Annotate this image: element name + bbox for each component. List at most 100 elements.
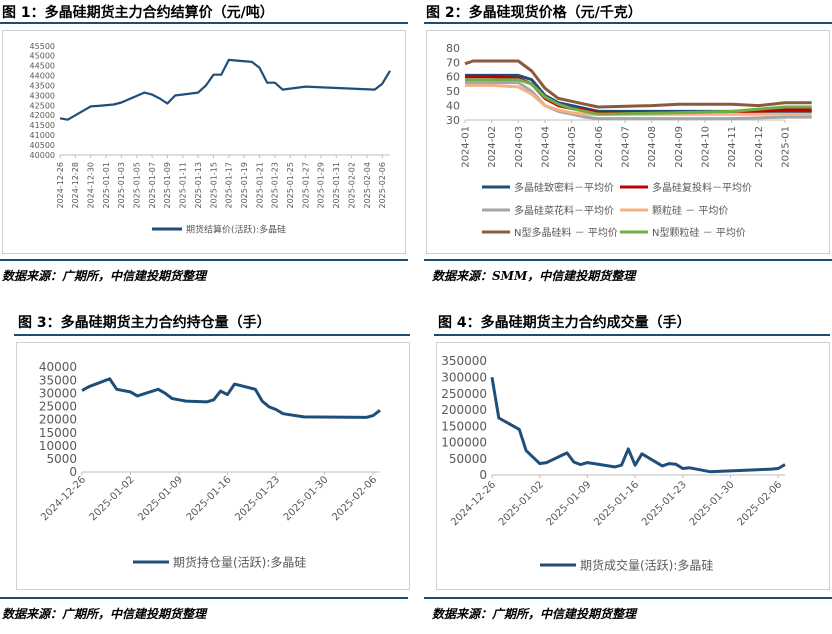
y-tick-label: 43500 xyxy=(30,81,55,90)
y-tick-label: 0 xyxy=(69,465,77,479)
x-tick-label: 2024-01 xyxy=(461,126,472,168)
y-tick-label: 41500 xyxy=(30,121,55,130)
figure-3-title: 图 3：多晶硅期货主力合约持仓量（手） xyxy=(18,315,271,331)
legend-label: N型颗粒硅 － 平均价 xyxy=(652,226,746,239)
x-tick-label: 2025-01-31 xyxy=(332,162,341,209)
legend-label: 多晶硅致密料－平均价 xyxy=(514,181,614,194)
x-tick-label: 2024-12 xyxy=(754,126,765,168)
x-tick-label: 2025-01-16 xyxy=(185,474,234,523)
x-tick-label: 2025-02-04 xyxy=(363,162,372,209)
y-tick-label: 40000 xyxy=(39,360,77,374)
y-tick-label: 300000 xyxy=(441,370,487,384)
y-tick-label: 42500 xyxy=(30,101,55,110)
x-tick-label: 2024-12-26 xyxy=(56,162,65,209)
x-tick-label: 2025-01-15 xyxy=(209,162,218,209)
x-tick-label: 2024-04 xyxy=(541,126,552,168)
series-line-1 xyxy=(59,58,391,121)
y-tick-label: 35000 xyxy=(39,373,77,387)
y-tick-label: 10000 xyxy=(39,439,77,453)
y-tick-label: 0 xyxy=(479,468,487,482)
series-line-5 xyxy=(464,59,812,109)
y-tick-label: 100000 xyxy=(441,436,487,450)
y-tick-label: 150000 xyxy=(441,419,487,433)
y-tick-label: 42000 xyxy=(30,111,55,120)
y-tick-label: 60 xyxy=(446,71,460,84)
x-tick-label: 2025-01-07 xyxy=(148,162,157,209)
figure-2-bottom-rule xyxy=(424,259,832,261)
x-tick-label: 2025-01-16 xyxy=(592,479,641,528)
y-tick-label: 200000 xyxy=(441,403,487,417)
x-tick-label: 2025-01-17 xyxy=(225,162,234,209)
x-tick-label: 2024-03 xyxy=(514,126,525,168)
y-tick-label: 41000 xyxy=(30,131,55,140)
figure-1-title: 图 1：多晶硅期货主力合约结算价（元/吨） xyxy=(2,5,274,21)
x-tick-label: 2025-01-13 xyxy=(194,162,203,209)
y-tick-label: 43000 xyxy=(30,91,55,100)
x-tick-label: 2025-01-29 xyxy=(317,162,326,209)
y-tick-label: 350000 xyxy=(441,354,487,368)
x-tick-label: 2024-05 xyxy=(567,126,578,168)
figure-4-bottom-rule xyxy=(424,597,832,599)
figure-1-bottom-rule xyxy=(0,259,408,261)
figure-3-source: 数据来源：广期所，中信建投期货整理 xyxy=(2,607,207,621)
x-tick-label: 2025-01-30 xyxy=(688,479,737,528)
legend-label: 多晶硅菜花料－平均价 xyxy=(514,204,614,217)
x-tick-label: 2024-06 xyxy=(594,126,605,168)
y-tick-label: 50000 xyxy=(449,452,487,466)
chart-1: 4000040500410004150042000425004300043500… xyxy=(30,42,391,235)
x-tick-label: 2025-01-05 xyxy=(133,162,142,209)
x-tick-label: 2024-10 xyxy=(701,126,712,168)
x-tick-label: 2024-07 xyxy=(621,126,632,168)
y-tick-label: 44500 xyxy=(30,62,55,71)
chart-2-panel xyxy=(426,30,830,254)
y-tick-label: 70 xyxy=(446,56,460,69)
figure-4-source: 数据来源：广期所，中信建投期货整理 xyxy=(432,607,637,621)
legend-label: 期货成交量(活跃):多晶硅 xyxy=(580,558,713,573)
x-tick-label: 2025-01-02 xyxy=(497,479,546,528)
x-tick-label: 2024-12-30 xyxy=(86,162,95,209)
legend-label: 期货结算价(活跃):多晶硅 xyxy=(186,223,286,235)
x-tick-label: 2024-08 xyxy=(647,126,658,168)
chart-1-panel xyxy=(2,30,406,254)
x-tick-label: 2024-09 xyxy=(674,126,685,168)
figure-1-source: 数据来源：广期所，中信建投期货整理 xyxy=(2,269,207,283)
chart-4-panel xyxy=(436,342,830,590)
x-tick-label: 2025-01-09 xyxy=(545,479,594,528)
x-tick-label: 2025-01-23 xyxy=(271,162,280,209)
y-tick-label: 40500 xyxy=(30,141,55,150)
y-tick-label: 40 xyxy=(446,99,460,112)
y-tick-label: 45000 xyxy=(30,52,55,61)
y-tick-label: 44000 xyxy=(30,72,55,81)
x-tick-label: 2025-02-02 xyxy=(347,162,356,209)
y-tick-label: 250000 xyxy=(441,387,487,401)
y-tick-label: 5000 xyxy=(46,452,77,466)
x-tick-label: 2024-12-28 xyxy=(71,162,80,209)
figure-3-bottom-rule xyxy=(0,597,408,599)
x-tick-label: 2025-01-03 xyxy=(117,162,126,209)
x-tick-label: 2025-01-02 xyxy=(88,474,137,523)
figure-2-source: 数据来源：SMM，中信建投期货整理 xyxy=(432,269,636,283)
figure-3-rule xyxy=(14,334,410,336)
figure-4-rule xyxy=(434,334,830,336)
x-tick-label: 2025-01-11 xyxy=(179,162,188,209)
legend-label: 颗粒硅 － 平均价 xyxy=(652,204,728,217)
y-tick-label: 20000 xyxy=(39,413,77,427)
x-tick-label: 2024-12-26 xyxy=(39,474,88,523)
y-tick-label: 30000 xyxy=(39,386,77,400)
x-tick-label: 2025-01-09 xyxy=(136,474,185,523)
legend-label: N型多晶硅料 － 平均价 xyxy=(514,226,618,239)
x-tick-label: 2025-02-06 xyxy=(330,474,379,523)
y-tick-label: 80 xyxy=(446,42,460,55)
x-tick-label: 2025-01-25 xyxy=(286,162,295,209)
series-line-4 xyxy=(465,83,812,116)
y-tick-label: 50 xyxy=(446,85,460,98)
x-tick-label: 2025-02-06 xyxy=(735,479,784,528)
x-tick-label: 2025-01 xyxy=(781,126,792,168)
x-tick-label: 2025-02-06 xyxy=(378,162,387,209)
figure-4-title: 图 4：多晶硅期货主力合约成交量（手） xyxy=(438,315,691,331)
y-tick-label: 30 xyxy=(446,114,460,127)
x-tick-label: 2025-01-21 xyxy=(255,162,264,209)
series-line-1 xyxy=(81,377,381,419)
